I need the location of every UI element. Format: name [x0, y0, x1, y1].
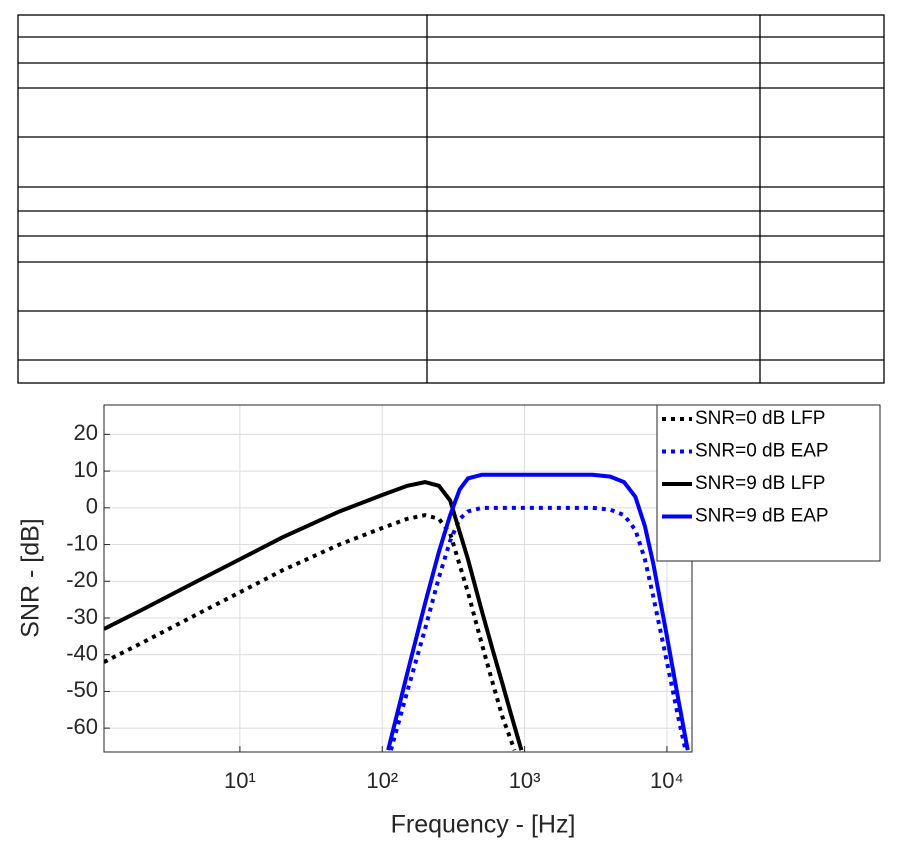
- plot-frame: [103, 404, 693, 753]
- legend-label: SNR=0 dB LFP: [695, 408, 825, 429]
- legend-label: SNR=0 dB EAP: [695, 441, 829, 462]
- y-tick-label: -20: [66, 567, 98, 592]
- table-border: [17, 14, 885, 384]
- x-axis-label: Frequency - [Hz]: [391, 811, 576, 839]
- y-tick-label: -30: [66, 604, 98, 629]
- x-tick-label: 10¹: [224, 768, 256, 793]
- y-tick-label: -10: [66, 530, 98, 555]
- series-line: [104, 480, 524, 751]
- x-tick-label: 10²: [366, 768, 398, 793]
- y-tick-label: 0: [86, 494, 98, 519]
- y-axis-label: SNR - [dB]: [17, 518, 45, 637]
- legend-box: [656, 404, 881, 562]
- series-line: [104, 513, 517, 751]
- empty-table: [17, 14, 885, 384]
- x-tick-label: 10⁴: [650, 768, 684, 793]
- series-line: [386, 472, 690, 751]
- y-tick-label: -40: [66, 641, 98, 666]
- y-tick-label: -60: [66, 714, 98, 739]
- legend-label: SNR=9 dB LFP: [695, 473, 825, 494]
- y-tick-label: 20: [74, 420, 98, 445]
- y-tick-label: 10: [74, 457, 98, 482]
- y-tick-label: -50: [66, 677, 98, 702]
- legend-label: SNR=9 dB EAP: [695, 506, 829, 527]
- x-tick-label: 10³: [509, 768, 541, 793]
- plot-lines: [104, 472, 690, 751]
